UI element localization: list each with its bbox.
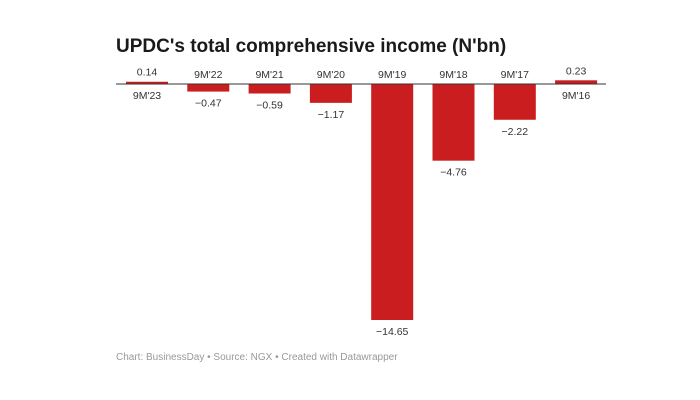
category-label: 9M'17 <box>501 69 529 81</box>
bar-2 <box>248 84 291 94</box>
value-label: −1.17 <box>318 109 345 121</box>
value-label: 0.23 <box>566 65 587 77</box>
value-label: −4.76 <box>440 167 467 179</box>
category-label: 9M'18 <box>439 69 467 81</box>
chart-title: UPDC's total comprehensive income (N'bn) <box>116 36 507 57</box>
value-label: 0.14 <box>137 67 158 79</box>
value-label: −0.59 <box>256 100 283 112</box>
bar-5 <box>432 84 475 161</box>
category-label: 9M'22 <box>194 69 222 81</box>
bar-3 <box>309 84 352 103</box>
value-label: −14.65 <box>376 326 409 338</box>
category-label: 9M'21 <box>255 69 283 81</box>
bar-1 <box>187 84 230 92</box>
chart-footer: Chart: BusinessDay • Source: NGX • Creat… <box>116 352 398 363</box>
bar-6 <box>493 84 536 120</box>
category-label: 9M'19 <box>378 69 406 81</box>
bar-0 <box>126 81 168 84</box>
bar-4 <box>371 84 414 320</box>
bar-7 <box>555 80 598 84</box>
category-label: 9M'20 <box>317 69 345 81</box>
category-label: 9M'16 <box>562 90 590 102</box>
value-label: −0.47 <box>195 98 222 110</box>
category-label: 9M'23 <box>133 90 161 102</box>
value-label: −2.22 <box>502 126 529 138</box>
